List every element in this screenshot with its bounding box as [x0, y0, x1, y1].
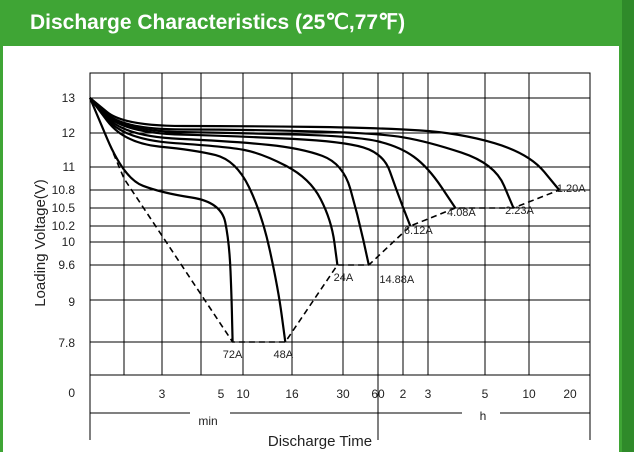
- y-tick-label: 10.5: [52, 201, 76, 215]
- discharge-curve-1.20A: [89, 97, 561, 191]
- discharge-curve-4.08A: [89, 97, 457, 209]
- cutoff-line: [89, 97, 560, 343]
- right-strip: [622, 0, 634, 452]
- y-tick-label: 0: [68, 386, 75, 400]
- y-tick-labels: 13 12 11 10.8 10.5 10.2 10 9.6 9 7.8 0: [52, 91, 76, 400]
- curve-label: 1.20A: [557, 183, 586, 195]
- y-tick-label: 12: [62, 126, 76, 140]
- x-tick-label: 3: [425, 387, 432, 401]
- discharge-curves: [88, 97, 561, 343]
- x-tick-label: 3: [159, 387, 166, 401]
- curve-label: 2.23A: [505, 205, 534, 217]
- time-unit-label: h: [480, 409, 487, 423]
- x-axis-label: Discharge Time: [268, 433, 372, 450]
- time-unit-label: min: [198, 414, 217, 428]
- y-axis-label: Loading Voltage(V): [32, 179, 49, 307]
- cutoff-voltage-line: [89, 97, 560, 343]
- chart-title: Discharge Characteristics (25℃,77℉): [30, 11, 406, 34]
- y-tick-label: 10.8: [52, 183, 76, 197]
- x-tick-label: 16: [285, 387, 299, 401]
- left-border: [0, 46, 3, 452]
- y-tick-label: 9: [68, 295, 75, 309]
- discharge-curve-14.88A: [89, 97, 370, 266]
- plot-frame: [89, 72, 591, 376]
- x-tick-label: 20: [563, 387, 577, 401]
- curve-label: 4.08A: [447, 207, 476, 219]
- curve-label: 72A: [223, 349, 243, 361]
- y-tick-label: 13: [62, 91, 76, 105]
- curve-label: 24A: [334, 272, 354, 284]
- discharge-curve-6.12A: [89, 97, 412, 227]
- y-tick-label: 7.8: [58, 336, 75, 350]
- curve-label: 14.88A: [379, 274, 415, 286]
- discharge-curve-2.23A: [89, 97, 515, 209]
- x-tick-label: 10: [522, 387, 536, 401]
- curve-end-labels: 72A 48A 24A 14.88A 6.12A 4.08A 2.23A 1.20A: [223, 183, 586, 361]
- curve-label: 6.12A: [404, 225, 433, 237]
- header-bar: Discharge Characteristics (25℃,77℉): [0, 0, 622, 46]
- right-border: [619, 46, 622, 452]
- time-unit-labels: min h: [198, 409, 486, 428]
- y-tick-label: 9.6: [58, 258, 75, 272]
- y-tick-label: 10.2: [52, 219, 76, 233]
- x-tick-labels: 3 5 10 16 30 60 2 3 5 10 20: [159, 387, 577, 401]
- x-tick-label: 5: [482, 387, 489, 401]
- curve-label: 48A: [274, 349, 294, 361]
- x-tick-label: 2: [400, 387, 407, 401]
- y-tick-label: 11: [63, 160, 76, 174]
- x-tick-label: 60: [371, 387, 385, 401]
- x-tick-label: 30: [336, 387, 350, 401]
- x-tick-label: 5: [218, 387, 225, 401]
- discharge-curve-24A: [89, 97, 339, 266]
- y-tick-label: 10: [62, 235, 76, 249]
- x-tick-label: 10: [236, 387, 250, 401]
